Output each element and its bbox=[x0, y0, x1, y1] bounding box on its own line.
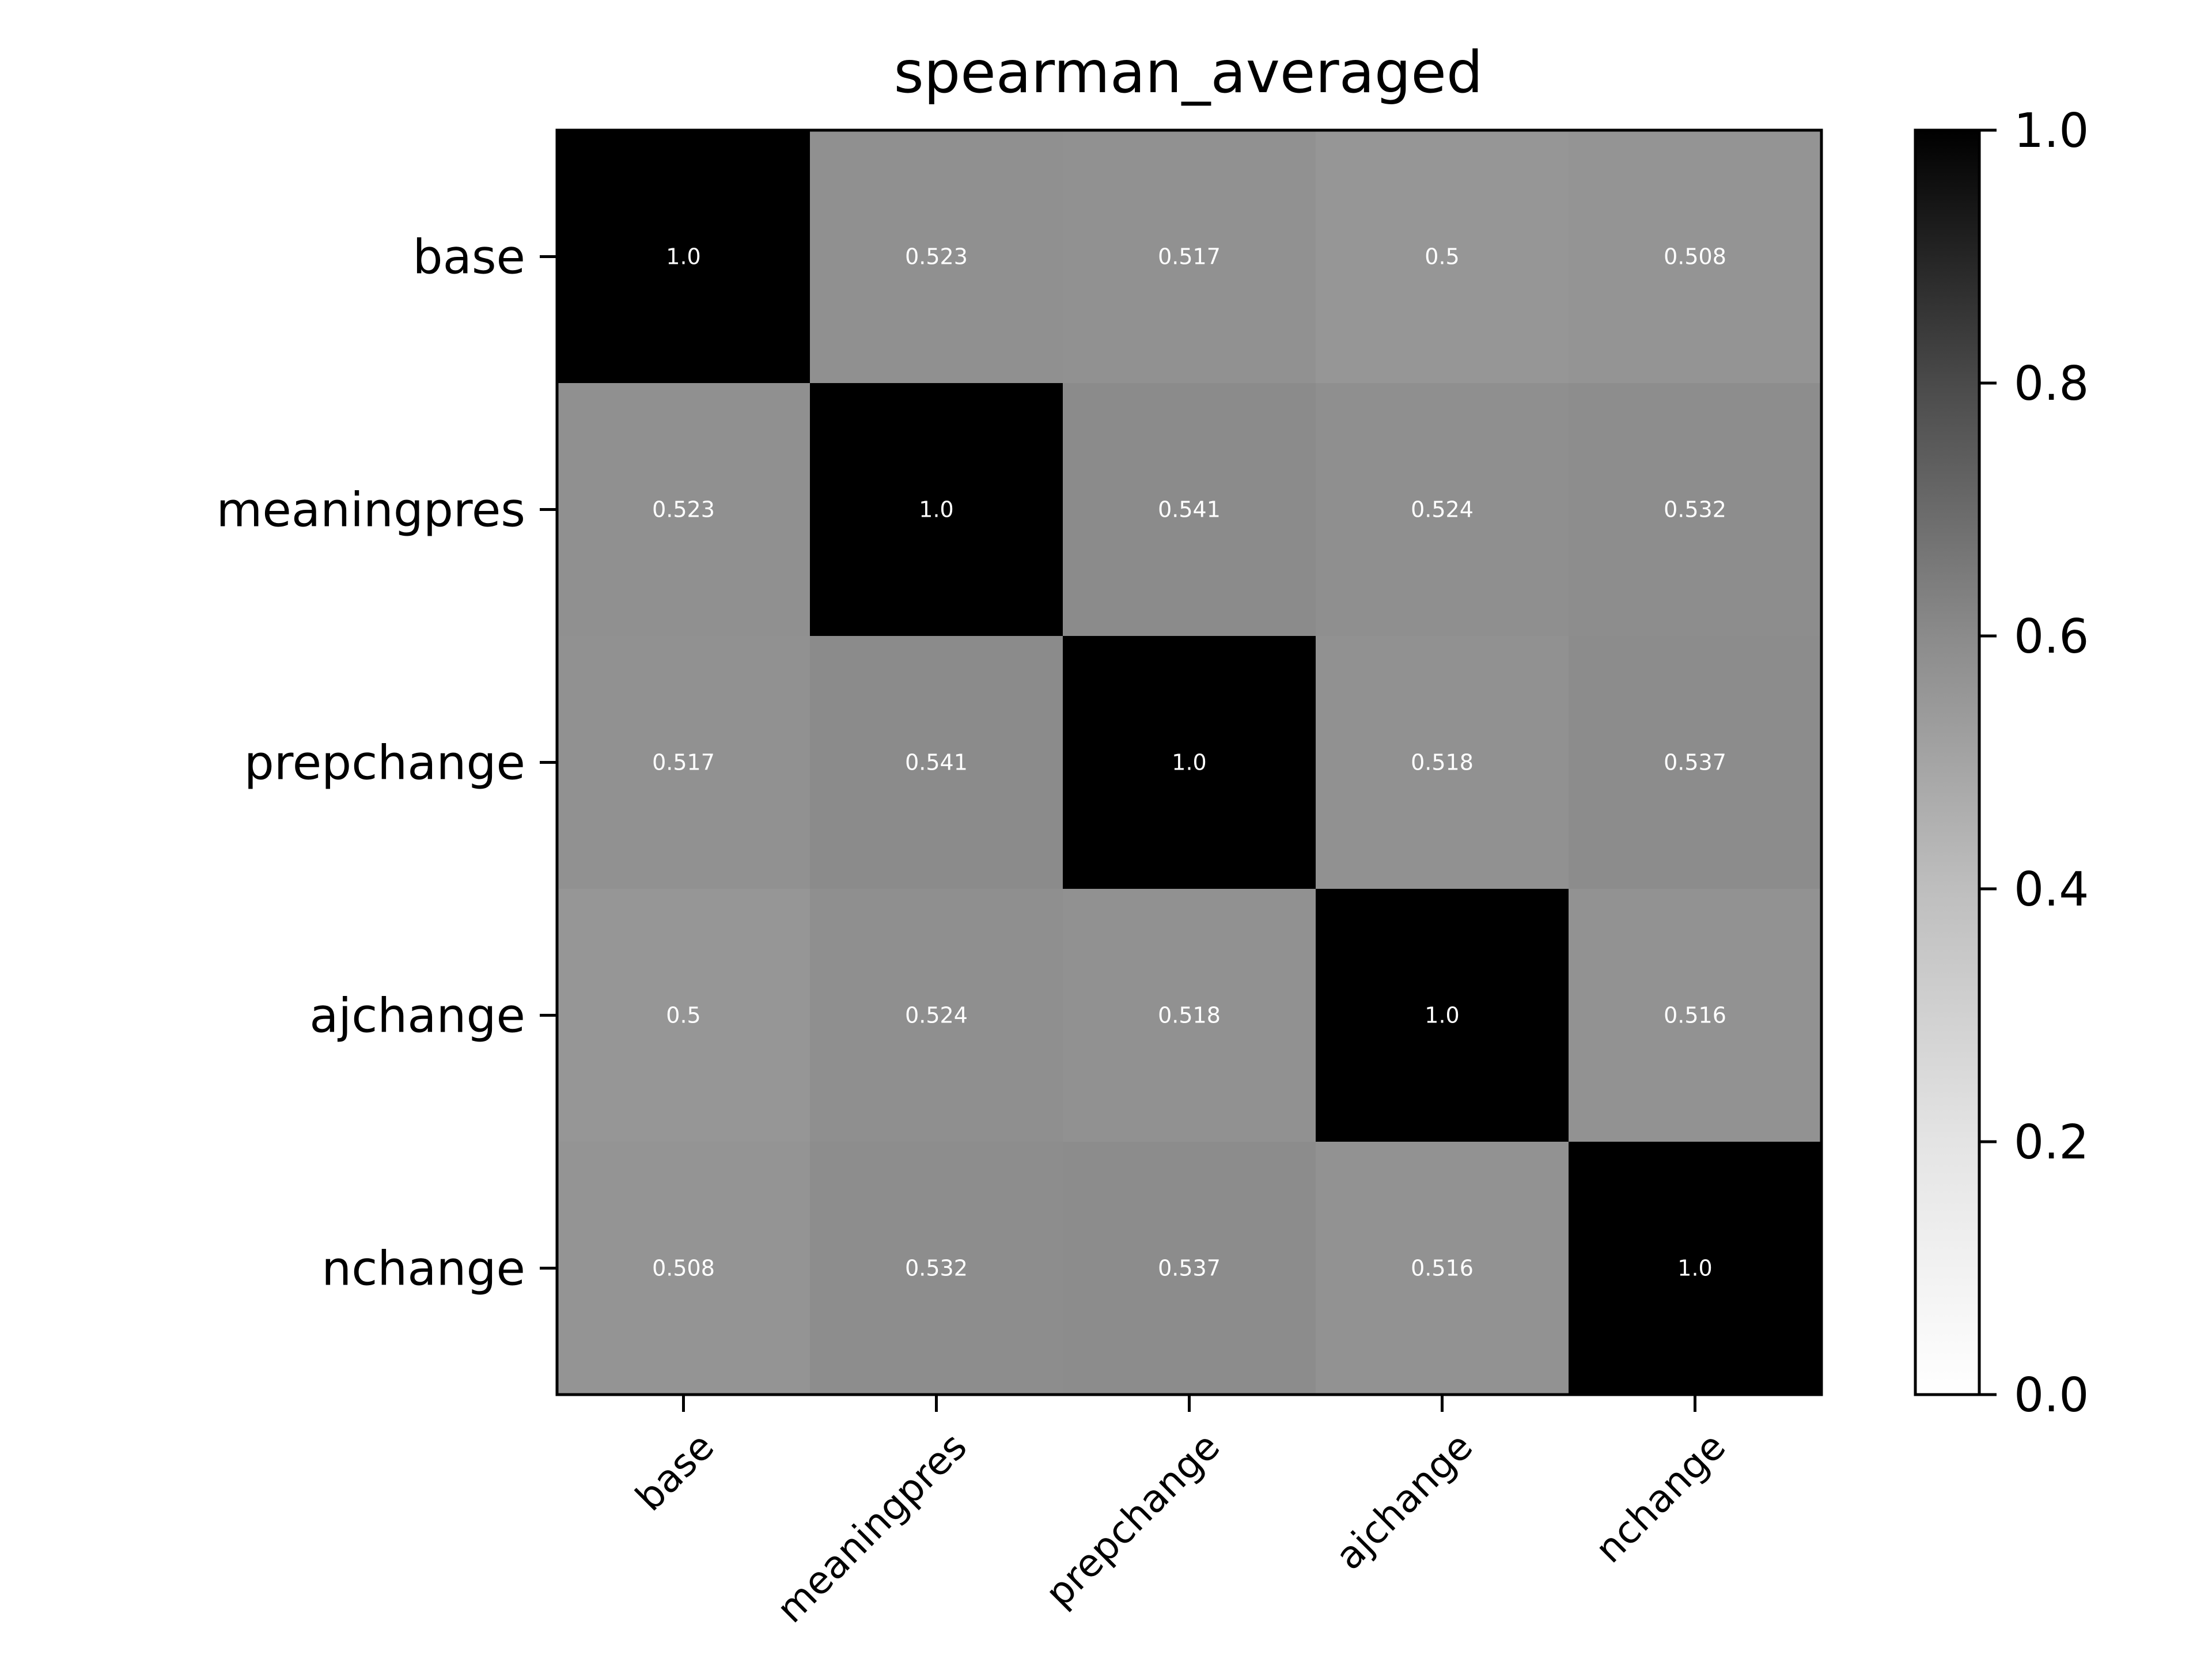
heatmap-cell bbox=[557, 636, 810, 889]
cell-value-label: 0.517 bbox=[652, 750, 715, 775]
heatmap-cell bbox=[810, 889, 1063, 1142]
colorbar-tick-label: 0.4 bbox=[2014, 862, 2089, 917]
y-tick-label: meaningpres bbox=[217, 483, 525, 538]
heatmap-cell bbox=[1316, 1142, 1569, 1395]
cell-value-label: 0.532 bbox=[1664, 497, 1726, 522]
y-tick-label: base bbox=[413, 230, 525, 285]
cell-value-label: 0.516 bbox=[1411, 1256, 1474, 1281]
heatmap-cell bbox=[1569, 889, 1822, 1142]
cell-value-label: 0.516 bbox=[1664, 1003, 1726, 1028]
heatmap-cell-labels: 1.0 0.523 0.517 0.5 0.508 0.523 1.0 0.541 0.524 0… bbox=[652, 244, 1726, 1281]
cell-value-label: 0.508 bbox=[652, 1256, 715, 1281]
cell-value-label: 0.541 bbox=[1158, 497, 1221, 522]
heatmap-cell bbox=[1569, 636, 1822, 889]
heatmap-cell bbox=[1316, 636, 1569, 889]
colorbar bbox=[1915, 130, 1979, 1395]
cell-value-label: 1.0 bbox=[666, 244, 700, 270]
heatmap-cells bbox=[557, 130, 1822, 1395]
heatmap-cell bbox=[810, 636, 1063, 889]
colorbar-axis: 0.0 0.2 0.4 0.6 0.8 1.0 bbox=[1979, 104, 2089, 1423]
heatmap-cell bbox=[557, 889, 810, 1142]
heatmap-cell bbox=[557, 1142, 810, 1395]
heatmap-cell bbox=[1063, 383, 1316, 637]
heatmap-cell bbox=[1569, 130, 1822, 384]
cell-value-label: 0.524 bbox=[1411, 497, 1474, 522]
y-axis: base meaningpres prepchange ajchange nchange bbox=[217, 230, 557, 1297]
cell-value-label: 1.0 bbox=[1677, 1256, 1712, 1281]
cell-value-label: 1.0 bbox=[1425, 1003, 1459, 1028]
colorbar-tick-label: 0.0 bbox=[2014, 1368, 2089, 1423]
heatmap-cell bbox=[1316, 383, 1569, 637]
chart-title: spearman_averaged bbox=[894, 39, 1483, 106]
heatmap-cell bbox=[1063, 130, 1316, 384]
heatmap-cell bbox=[810, 1142, 1063, 1395]
y-tick-label: nchange bbox=[321, 1242, 525, 1297]
y-tick-label: prepchange bbox=[244, 736, 525, 791]
cell-value-label: 0.523 bbox=[652, 497, 715, 522]
colorbar-tick-label: 0.8 bbox=[2014, 357, 2089, 411]
cell-value-label: 1.0 bbox=[1172, 750, 1206, 775]
colorbar-tick-label: 1.0 bbox=[2014, 104, 2089, 158]
heatmap-cell bbox=[810, 383, 1063, 637]
x-axis: base meaningpres prepchange ajchange nchange bbox=[627, 1395, 1734, 1631]
heatmap-cell bbox=[1569, 383, 1822, 637]
cell-value-label: 0.524 bbox=[905, 1003, 968, 1028]
heatmap-cell bbox=[810, 130, 1063, 384]
cell-value-label: 0.541 bbox=[905, 750, 968, 775]
cell-value-label: 0.517 bbox=[1158, 244, 1221, 270]
heatmap-cell bbox=[557, 130, 810, 384]
colorbar-tick-label: 0.2 bbox=[2014, 1115, 2089, 1170]
heatmap-cell bbox=[1316, 889, 1569, 1142]
cell-value-label: 0.518 bbox=[1411, 750, 1474, 775]
y-tick-label: ajchange bbox=[309, 989, 525, 1044]
cell-value-label: 0.537 bbox=[1158, 1256, 1221, 1281]
cell-value-label: 0.5 bbox=[1425, 244, 1459, 270]
x-tick-label: meaningpres bbox=[768, 1424, 976, 1631]
x-tick-label: prepchange bbox=[1037, 1424, 1228, 1615]
cell-value-label: 1.0 bbox=[919, 497, 953, 522]
x-tick-label: nchange bbox=[1587, 1424, 1734, 1571]
heatmap-cell bbox=[1569, 1142, 1822, 1395]
heatmap-cell bbox=[1063, 889, 1316, 1142]
cell-value-label: 0.523 bbox=[905, 244, 968, 270]
x-tick-label: ajchange bbox=[1327, 1424, 1482, 1578]
heatmap-cell bbox=[1063, 1142, 1316, 1395]
colorbar-tick-label: 0.6 bbox=[2014, 609, 2089, 664]
colorbar-frame bbox=[1914, 128, 1981, 1396]
cell-value-label: 0.518 bbox=[1158, 1003, 1221, 1028]
heatmap-cell bbox=[557, 383, 810, 637]
heatmap-cell bbox=[1316, 130, 1569, 384]
cell-value-label: 0.508 bbox=[1664, 244, 1726, 270]
cell-value-label: 0.5 bbox=[666, 1003, 700, 1028]
heatmap-cell bbox=[1063, 636, 1316, 889]
cell-value-label: 0.537 bbox=[1664, 750, 1726, 775]
cell-value-label: 0.532 bbox=[905, 1256, 968, 1281]
x-tick-label: base bbox=[627, 1424, 723, 1520]
